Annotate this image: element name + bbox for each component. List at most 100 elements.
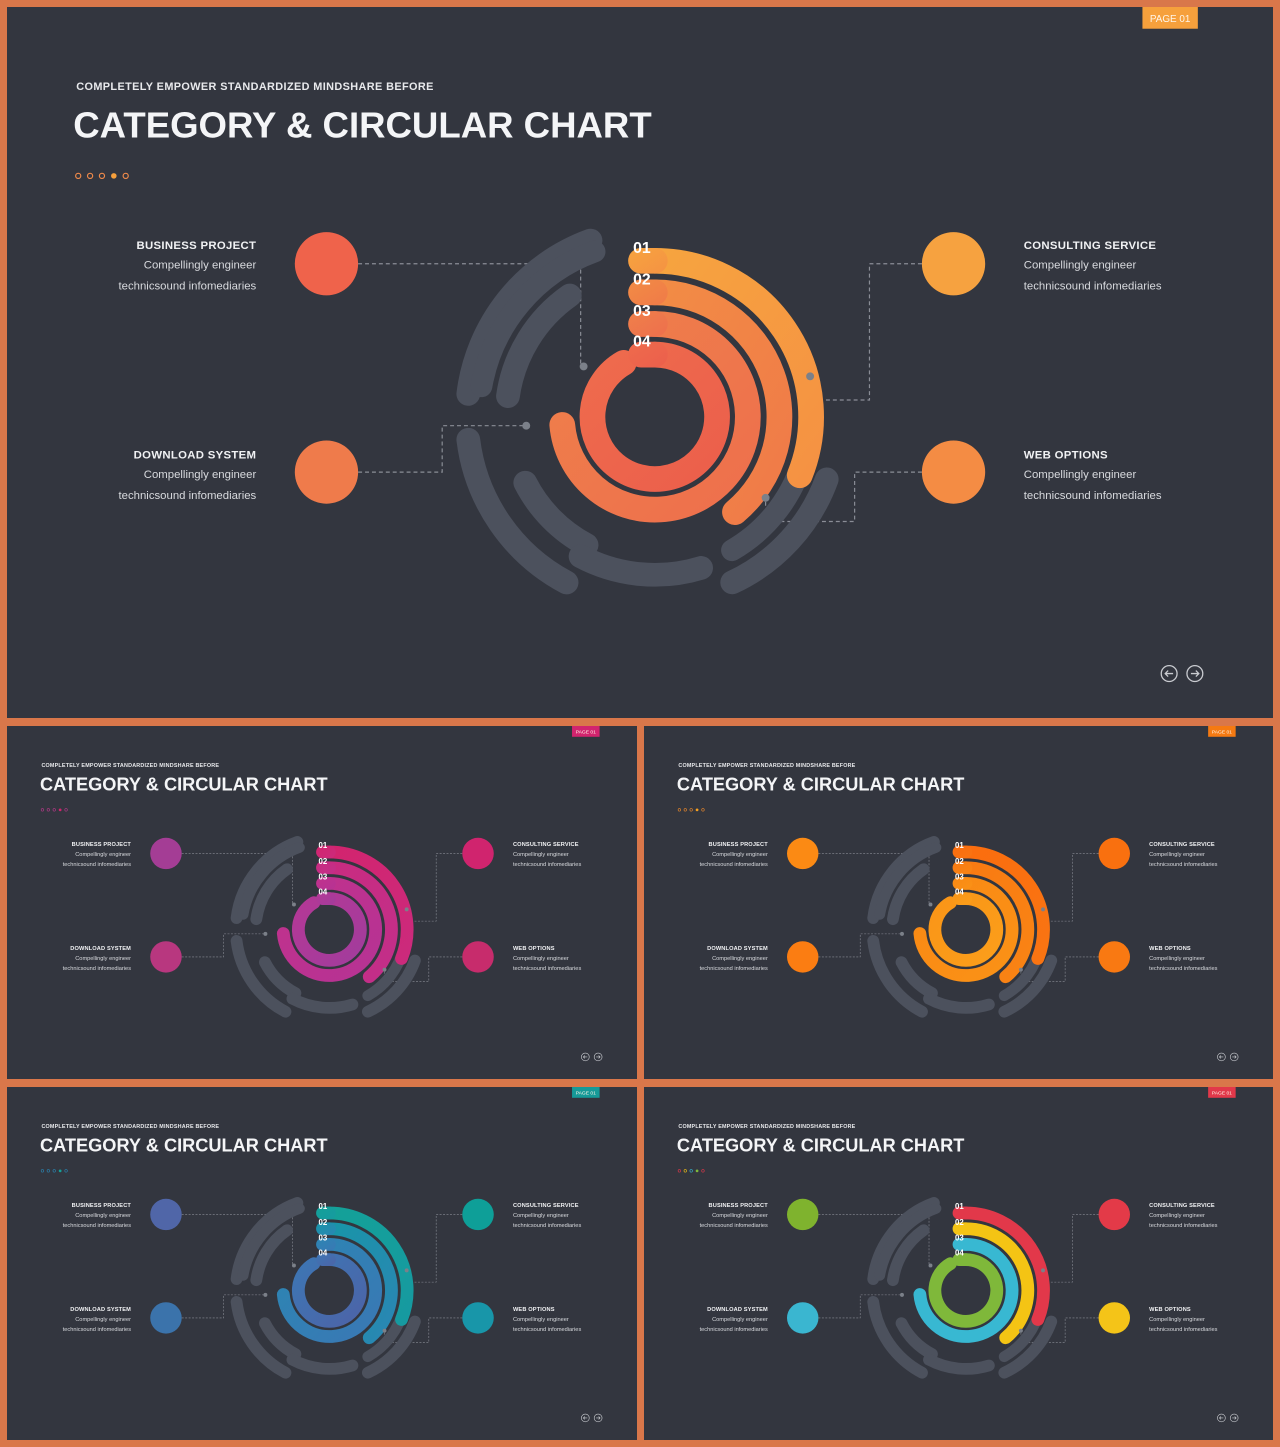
indicator-dot-active[interactable] — [58, 808, 62, 812]
business-project-line2: technicsound infomediaries — [118, 280, 256, 292]
arrow-left-icon[interactable] — [581, 1052, 590, 1062]
indicator-dot-active[interactable] — [111, 173, 117, 179]
web-options-line1: Compellingly engineer — [1149, 956, 1205, 962]
indicator-dot[interactable] — [52, 808, 56, 812]
page-subtitle: COMPLETELY EMPOWER STANDARDIZED MINDSHAR… — [41, 1124, 219, 1130]
background-arc — [867, 836, 940, 924]
indicator-dot[interactable] — [677, 808, 681, 812]
ring-pins — [263, 1263, 409, 1333]
indicator-dot[interactable] — [46, 808, 50, 812]
indicator-dot[interactable] — [683, 1169, 687, 1173]
download-system-marker[interactable] — [150, 941, 182, 973]
download-system-marker[interactable] — [294, 440, 359, 504]
slide-magenta: PAGE 01 COMPLETELY EMPOWER STANDARDIZED … — [7, 726, 637, 1079]
indicator-dot[interactable] — [64, 1169, 68, 1173]
indicator-dot[interactable] — [86, 172, 94, 180]
download-system-marker[interactable] — [786, 941, 819, 973]
arrow-left-icon[interactable] — [1160, 665, 1178, 683]
indicator-dot-active[interactable] — [58, 1169, 62, 1173]
indicator-dot[interactable] — [683, 808, 687, 812]
next-slide-button[interactable] — [1229, 1413, 1239, 1423]
consulting-service-marker[interactable] — [462, 837, 494, 870]
ring-pin — [1018, 967, 1023, 972]
business-project-marker[interactable] — [294, 232, 359, 296]
consulting-service-marker[interactable] — [462, 1198, 494, 1231]
web-options-line1: Compellingly engineer — [1149, 1317, 1205, 1323]
slide-main: PAGE 01 COMPLETELY EMPOWER STANDARDIZED … — [7, 7, 1273, 718]
ring-number-01: 01 — [319, 1202, 328, 1211]
business-project-marker[interactable] — [150, 837, 182, 870]
indicator-dot-active[interactable] — [695, 1169, 699, 1173]
arrow-right-icon[interactable] — [1229, 1052, 1239, 1062]
web-options-marker[interactable] — [1098, 1302, 1131, 1334]
indicator-dot[interactable] — [64, 808, 68, 812]
indicator-dot[interactable] — [98, 172, 106, 180]
prev-slide-button[interactable] — [1160, 665, 1178, 683]
ring-pin — [263, 931, 268, 936]
ring-04 — [291, 892, 367, 967]
download-system-marker[interactable] — [786, 1302, 819, 1334]
next-slide-button[interactable] — [1186, 665, 1204, 683]
background-arc — [361, 954, 421, 1018]
consulting-service-marker[interactable] — [1098, 1198, 1131, 1231]
arrow-right-icon[interactable] — [1229, 1413, 1239, 1423]
web-options-marker[interactable] — [462, 1302, 494, 1334]
indicator-dot[interactable] — [40, 1169, 45, 1173]
web-options-marker[interactable] — [462, 941, 494, 973]
ring-02 — [641, 279, 793, 525]
slide-indicator-dots — [677, 808, 705, 812]
download-system-title: DOWNLOAD SYSTEM — [707, 1307, 768, 1313]
indicator-dot-active[interactable] — [695, 808, 699, 812]
download-system-marker[interactable] — [150, 1302, 182, 1334]
download-system-line2: technicsound infomediaries — [700, 1327, 768, 1333]
ring-04-cap — [628, 341, 668, 368]
indicator-dot[interactable] — [75, 172, 82, 180]
business-project-marker[interactable] — [150, 1198, 182, 1231]
arrow-left-icon[interactable] — [1217, 1052, 1226, 1062]
prev-slide-button[interactable] — [1217, 1413, 1226, 1423]
connector-web — [384, 1317, 463, 1343]
prev-slide-button[interactable] — [1217, 1052, 1226, 1062]
indicator-dot[interactable] — [122, 172, 129, 180]
arrow-right-icon[interactable] — [593, 1413, 603, 1423]
arrow-right-icon[interactable] — [1186, 665, 1204, 683]
arrow-left-icon[interactable] — [1217, 1413, 1226, 1423]
background-arc — [230, 1197, 304, 1285]
ring-pin — [928, 902, 933, 907]
arrow-left-icon[interactable] — [581, 1413, 590, 1423]
indicator-dot[interactable] — [52, 1169, 56, 1173]
indicator-dot[interactable] — [701, 1169, 705, 1173]
indicator-dot[interactable] — [677, 1169, 681, 1173]
ring-number-labels: 01 02 03 04 — [319, 841, 328, 897]
page-badge: PAGE 01 — [1208, 726, 1236, 737]
next-slide-button[interactable] — [1229, 1052, 1239, 1062]
prev-slide-button[interactable] — [581, 1413, 590, 1423]
ring-03-cap — [316, 1238, 336, 1251]
business-project-title: BUSINESS PROJECT — [709, 842, 769, 848]
ring-number-04: 04 — [955, 888, 964, 897]
consulting-service-marker[interactable] — [1098, 837, 1131, 870]
connector-web — [765, 471, 922, 523]
background-arc — [250, 863, 293, 926]
prev-slide-button[interactable] — [581, 1052, 590, 1062]
web-options-marker[interactable] — [1098, 941, 1131, 973]
consulting-service-marker[interactable] — [921, 232, 986, 296]
indicator-dot[interactable] — [701, 808, 705, 812]
ring-02 — [959, 861, 1035, 984]
arrow-right-icon[interactable] — [593, 1052, 603, 1062]
indicator-dot[interactable] — [46, 1169, 50, 1173]
ring-04 — [928, 1253, 1004, 1328]
indicator-dot[interactable] — [689, 1169, 693, 1173]
download-system-line1: Compellingly engineer — [75, 1317, 131, 1323]
indicator-dot[interactable] — [40, 808, 45, 812]
ring-03 — [913, 877, 1019, 982]
indicator-dot[interactable] — [689, 808, 693, 812]
background-arc — [496, 283, 582, 409]
ring-number-02: 02 — [319, 857, 328, 866]
business-project-marker[interactable] — [786, 1198, 819, 1231]
business-project-marker[interactable] — [786, 837, 819, 870]
web-options-marker[interactable] — [921, 440, 986, 504]
next-slide-button[interactable] — [593, 1413, 603, 1423]
next-slide-button[interactable] — [593, 1052, 603, 1062]
web-options-line2: technicsound infomediaries — [513, 1327, 581, 1333]
